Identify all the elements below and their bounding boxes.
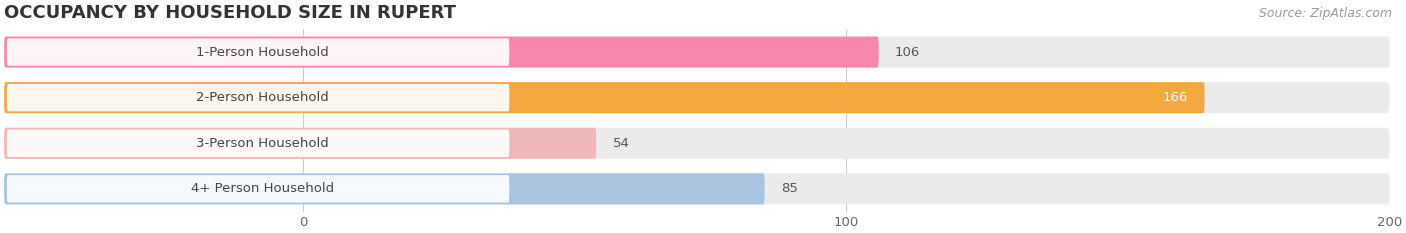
Text: 3-Person Household: 3-Person Household (195, 137, 329, 150)
FancyBboxPatch shape (7, 38, 509, 66)
Text: 1-Person Household: 1-Person Household (195, 46, 329, 58)
FancyBboxPatch shape (4, 128, 1389, 159)
FancyBboxPatch shape (4, 82, 1205, 113)
Text: 2-Person Household: 2-Person Household (195, 91, 329, 104)
Text: 166: 166 (1163, 91, 1188, 104)
Text: 4+ Person Household: 4+ Person Household (191, 182, 333, 195)
Text: Source: ZipAtlas.com: Source: ZipAtlas.com (1258, 7, 1392, 20)
Text: 106: 106 (896, 46, 920, 58)
Text: 54: 54 (613, 137, 630, 150)
FancyBboxPatch shape (4, 37, 879, 68)
FancyBboxPatch shape (4, 173, 1389, 204)
FancyBboxPatch shape (4, 173, 765, 204)
FancyBboxPatch shape (4, 128, 596, 159)
FancyBboxPatch shape (7, 130, 509, 157)
FancyBboxPatch shape (4, 82, 1389, 113)
FancyBboxPatch shape (7, 175, 509, 202)
FancyBboxPatch shape (4, 37, 1389, 68)
Text: OCCUPANCY BY HOUSEHOLD SIZE IN RUPERT: OCCUPANCY BY HOUSEHOLD SIZE IN RUPERT (4, 4, 456, 22)
Text: 85: 85 (780, 182, 797, 195)
FancyBboxPatch shape (7, 84, 509, 111)
